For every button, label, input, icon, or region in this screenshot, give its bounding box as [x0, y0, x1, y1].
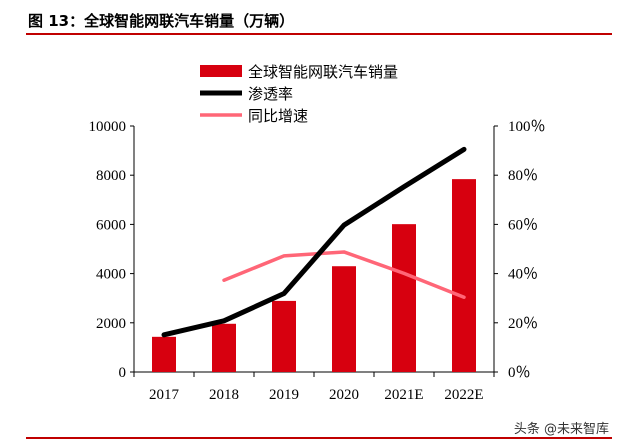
left-tick-label: 8000	[96, 168, 126, 184]
title-divider	[26, 33, 612, 35]
bar-2022E	[452, 179, 476, 372]
left-tick-label: 10000	[89, 119, 127, 135]
page-title: 图 13：全球智能网联汽车销量（万辆）	[28, 12, 295, 30]
bar-2018	[212, 323, 236, 372]
bar-2019	[272, 300, 296, 372]
left-tick-label: 0	[119, 365, 127, 381]
right-tick-label: 40％	[508, 267, 538, 283]
left-tick-label: 2000	[96, 316, 126, 332]
legend-swatch-bar	[200, 65, 242, 77]
bar-2017	[152, 336, 176, 372]
right-tick-label: 60％	[508, 217, 538, 233]
watermark: 头条 @未来智库	[513, 422, 609, 437]
left-tick-label: 6000	[96, 217, 126, 233]
x-tick-label: 2017	[149, 387, 180, 403]
footer-divider	[26, 437, 612, 439]
bar-2020	[332, 266, 356, 372]
legend-label: 全球智能网联汽车销量	[248, 63, 398, 81]
right-tick-label: 20％	[508, 316, 538, 332]
x-tick-label: 2021E	[384, 387, 423, 403]
x-tick-label: 2019	[269, 387, 299, 403]
legend-label: 同比增速	[248, 107, 308, 125]
x-tick-label: 2018	[209, 387, 239, 403]
bar-2021E	[392, 224, 416, 372]
right-tick-label: 0％	[508, 365, 531, 381]
x-tick-label: 2022E	[444, 387, 483, 403]
x-tick-label: 2020	[329, 387, 359, 403]
line-penetration	[161, 146, 467, 338]
legend-label: 渗透率	[248, 85, 293, 103]
right-tick-label: 100％	[508, 119, 546, 135]
left-tick-label: 4000	[96, 267, 126, 283]
right-tick-label: 80％	[508, 168, 538, 184]
